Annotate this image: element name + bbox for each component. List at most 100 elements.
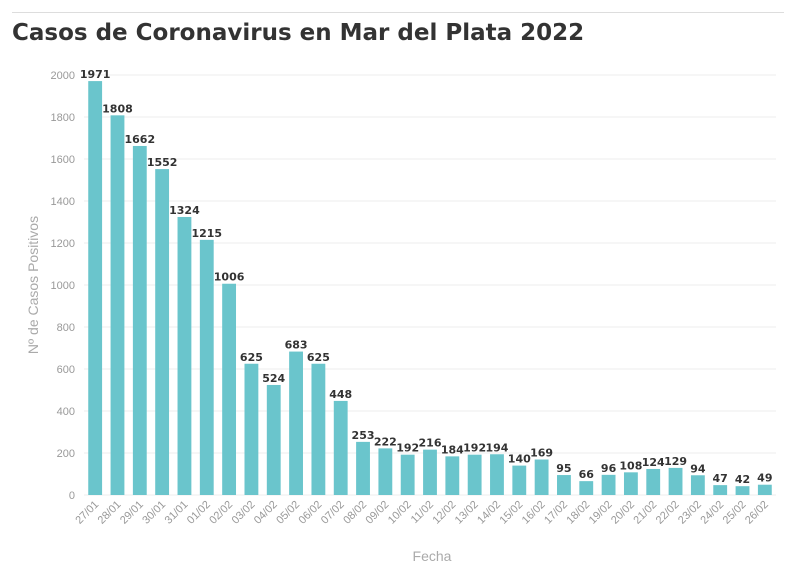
data-label: 124	[642, 456, 665, 469]
bar	[423, 449, 437, 495]
data-label: 192	[396, 442, 419, 455]
x-tick-label: 13/02	[453, 499, 481, 527]
y-tick-label: 200	[57, 448, 75, 460]
x-tick-label: 20/02	[609, 499, 637, 527]
bar	[735, 486, 750, 495]
x-tick-label: 30/01	[140, 499, 168, 527]
bar	[534, 459, 549, 495]
x-tick-label: 15/02	[497, 499, 525, 527]
data-label: 140	[508, 453, 531, 466]
bar	[356, 441, 370, 495]
data-label: 1552	[147, 156, 178, 169]
x-tick-label: 02/02	[207, 499, 235, 527]
data-label: 1662	[124, 133, 155, 146]
data-label: 625	[240, 351, 263, 364]
data-label: 169	[530, 447, 553, 460]
y-tick-label: 2000	[51, 70, 75, 82]
data-label: 1324	[169, 204, 200, 217]
x-tick-label: 01/02	[185, 499, 213, 527]
bar	[110, 115, 125, 495]
data-label: 108	[619, 459, 642, 472]
bar	[311, 363, 326, 495]
bar	[690, 475, 705, 495]
data-label: 47	[713, 472, 728, 485]
gridlines	[84, 74, 776, 496]
x-tick-label: 09/02	[364, 499, 392, 527]
y-tick-label: 800	[57, 322, 75, 334]
bar	[713, 485, 728, 495]
x-tick-label: 08/02	[341, 499, 369, 527]
x-tick-label: 06/02	[297, 499, 325, 527]
x-tick-label: 25/02	[721, 499, 749, 527]
data-label: 524	[262, 372, 285, 385]
x-tick-label: 19/02	[587, 499, 615, 527]
data-label: 49	[757, 472, 772, 485]
bar	[601, 474, 616, 495]
y-tick-label: 400	[57, 406, 75, 418]
data-label: 129	[664, 455, 687, 468]
x-axis-ticks: 27/0128/0129/0130/0131/0101/0202/0203/02…	[73, 499, 771, 527]
bar	[490, 454, 504, 495]
y-tick-label: 1000	[51, 280, 75, 292]
data-label: 42	[735, 473, 750, 486]
x-tick-label: 26/02	[743, 499, 771, 527]
bar	[623, 472, 638, 495]
x-tick-label: 11/02	[409, 499, 436, 526]
bar	[467, 454, 482, 495]
x-tick-label: 27/01	[73, 499, 101, 527]
x-tick-label: 23/02	[676, 499, 704, 527]
data-label: 1006	[214, 271, 245, 284]
bar	[512, 465, 527, 495]
x-tick-label: 29/01	[118, 499, 146, 527]
x-tick-label: 16/02	[520, 499, 548, 527]
data-label: 95	[556, 462, 571, 475]
y-tick-label: 1200	[51, 238, 75, 250]
data-label: 192	[463, 442, 486, 455]
x-tick-label: 31/01	[163, 499, 191, 527]
x-tick-label: 03/02	[230, 499, 258, 527]
x-axis-title: Fecha	[413, 548, 452, 564]
y-tick-label: 600	[57, 364, 75, 376]
data-labels: 1971180816621552132412151006625524683625…	[80, 68, 773, 486]
bar	[244, 363, 259, 495]
y-tick-label: 1800	[51, 112, 75, 124]
x-tick-label: 05/02	[274, 499, 302, 527]
bar	[668, 467, 683, 495]
bar	[199, 239, 214, 495]
x-tick-label: 22/02	[654, 499, 682, 527]
bar	[557, 475, 571, 495]
bar	[222, 283, 237, 495]
bar	[266, 384, 281, 495]
x-tick-label: 12/02	[430, 499, 458, 527]
y-tick-label: 0	[69, 490, 75, 502]
x-tick-label: 28/01	[96, 499, 124, 527]
data-label: 253	[352, 429, 375, 442]
y-tick-label: 1400	[51, 196, 75, 208]
y-axis-ticks: 0 200 400 600 800 1000 1200 1400 1600 1800 2000	[51, 70, 75, 502]
data-label: 216	[419, 437, 442, 450]
x-tick-label: 07/02	[319, 499, 347, 527]
bar	[400, 454, 415, 495]
data-label: 184	[441, 443, 464, 456]
bar	[378, 448, 393, 495]
data-label: 1808	[102, 102, 133, 115]
x-tick-label: 18/02	[564, 499, 592, 527]
top-divider	[12, 12, 784, 13]
data-label: 1971	[80, 68, 111, 81]
y-axis-title: Nº de Casos Positivos	[25, 216, 41, 354]
bar	[155, 169, 170, 495]
data-label: 94	[690, 462, 706, 475]
bar	[289, 351, 303, 495]
bar	[333, 400, 348, 495]
bar	[88, 81, 103, 495]
bar	[177, 216, 192, 495]
bar	[445, 456, 460, 495]
bars	[88, 81, 772, 496]
x-tick-label: 14/02	[475, 499, 503, 527]
chart-title: Casos de Coronavirus en Mar del Plata 20…	[12, 20, 585, 46]
bar	[132, 145, 147, 496]
y-tick-label: 1600	[51, 154, 75, 166]
data-label: 625	[307, 351, 330, 364]
x-tick-label: 21/02	[631, 499, 659, 527]
